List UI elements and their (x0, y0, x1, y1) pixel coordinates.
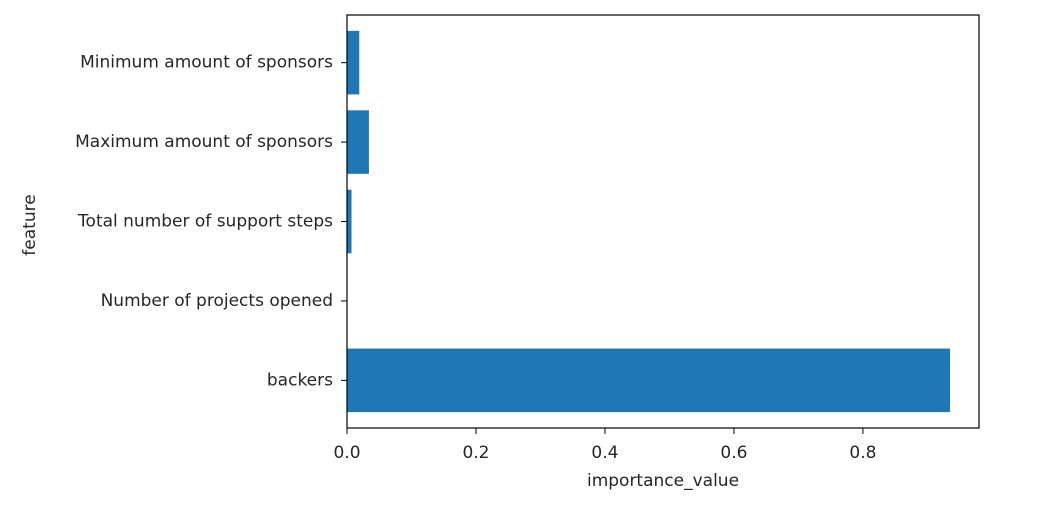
y-axis-title: feature (20, 194, 40, 255)
y-tick-label: backers (267, 370, 333, 390)
bar-3 (347, 110, 369, 174)
x-axis-title: importance_value (587, 471, 739, 491)
y-tick-label: Total number of support steps (77, 212, 333, 232)
x-tick-label: 0.0 (333, 443, 360, 463)
bars-layer (347, 30, 950, 413)
x-tick-label: 0.4 (591, 443, 618, 463)
x-tick-label: 0.2 (462, 443, 489, 463)
y-tick-label: Number of projects opened (101, 291, 333, 311)
y-tick-label: Minimum amount of sponsors (80, 53, 333, 73)
bar-2 (347, 189, 352, 254)
x-tick-label: 0.8 (849, 443, 876, 463)
bar-4 (347, 30, 360, 95)
x-tick-label: 0.6 (720, 443, 747, 463)
y-tick-label: Maximum amount of sponsors (75, 132, 333, 152)
y-axis: backers Number of projects opened Total nu… (75, 53, 347, 390)
x-axis: 0.0 0.2 0.4 0.6 0.8 (333, 428, 876, 463)
bar-0 (347, 348, 950, 413)
